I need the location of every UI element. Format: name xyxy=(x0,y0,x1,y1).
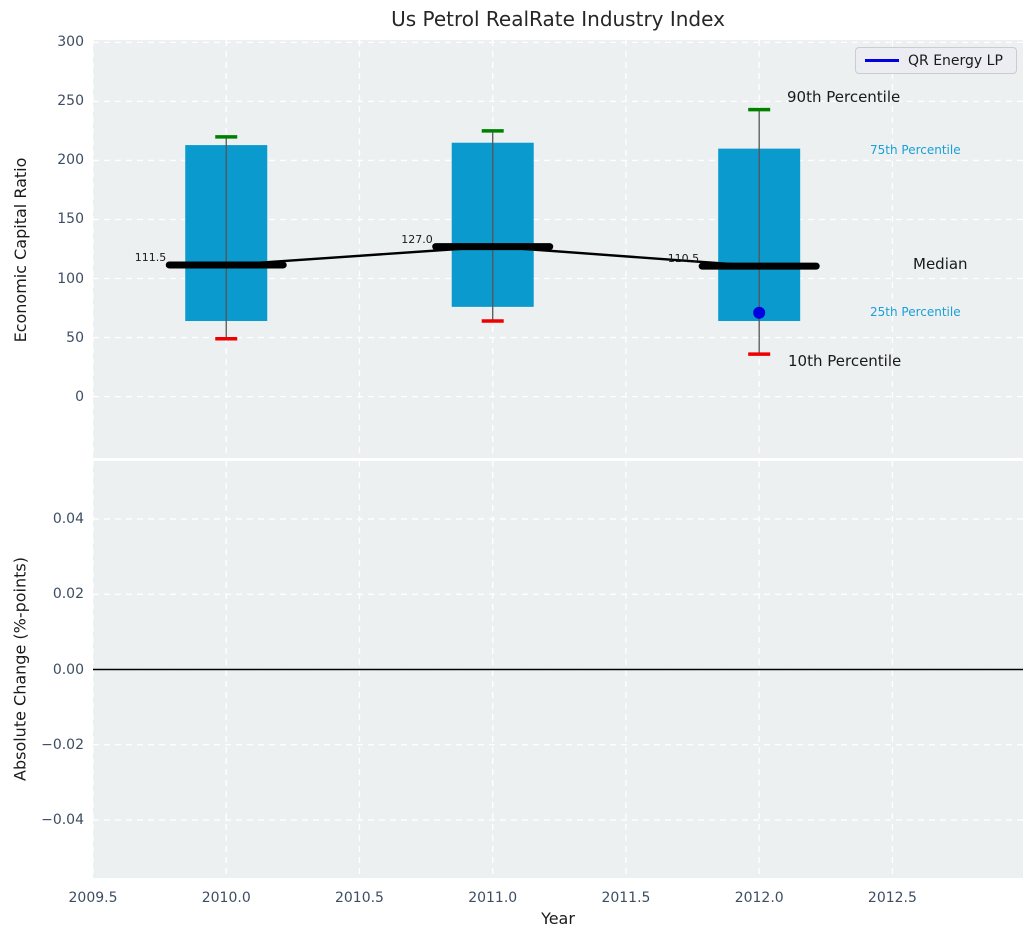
annotation-25th-percentile: 25th Percentile xyxy=(870,305,961,320)
annotation-75th-percentile: 75th Percentile xyxy=(870,143,961,158)
x-tick-label: 2010.5 xyxy=(334,890,384,906)
median-value-label-2010: 111.5 xyxy=(134,250,167,264)
x-tick-label: 2011.0 xyxy=(468,890,518,906)
y-tick-label-top: 150 xyxy=(57,211,84,228)
annotation-10th-percentile: 10th Percentile xyxy=(788,352,902,371)
y-tick-label-bottom: 0.00 xyxy=(52,661,84,678)
x-axis-label: Year xyxy=(541,909,575,928)
x-tick-label: 2010.0 xyxy=(201,890,251,906)
y-tick-label-top: 0 xyxy=(75,388,84,405)
annotation-90th-percentile: 90th Percentile xyxy=(787,88,901,107)
y-tick-label-bottom: 0.02 xyxy=(52,586,84,603)
x-tick-label: 2012.5 xyxy=(867,890,917,906)
x-tick-label: 2009.5 xyxy=(68,890,118,906)
median-value-label-2012: 110.5 xyxy=(667,252,700,266)
y-tick-label-top: 250 xyxy=(57,93,84,110)
legend-line-icon xyxy=(865,59,899,62)
y-tick-label-top: 100 xyxy=(57,270,84,287)
y-tick-label-bottom: 0.04 xyxy=(52,510,84,527)
y-tick-label-bottom: −0.04 xyxy=(41,812,84,829)
company-point xyxy=(753,306,766,319)
y-tick-label-top: 200 xyxy=(57,152,84,169)
y-tick-label-top: 50 xyxy=(66,329,84,346)
x-tick-label: 2012.0 xyxy=(734,890,784,906)
x-tick-label: 2011.5 xyxy=(601,890,651,906)
annotation-median: Median xyxy=(913,255,968,274)
legend-label: QR Energy LP xyxy=(908,52,1003,69)
legend: QR Energy LP xyxy=(855,47,1017,74)
median-value-label-2011: 127.0 xyxy=(401,232,433,246)
chart-title: Us Petrol RealRate Industry Index xyxy=(391,7,725,31)
y-tick-label-top: 300 xyxy=(57,34,84,51)
y-tick-label-bottom: −0.02 xyxy=(41,736,84,753)
